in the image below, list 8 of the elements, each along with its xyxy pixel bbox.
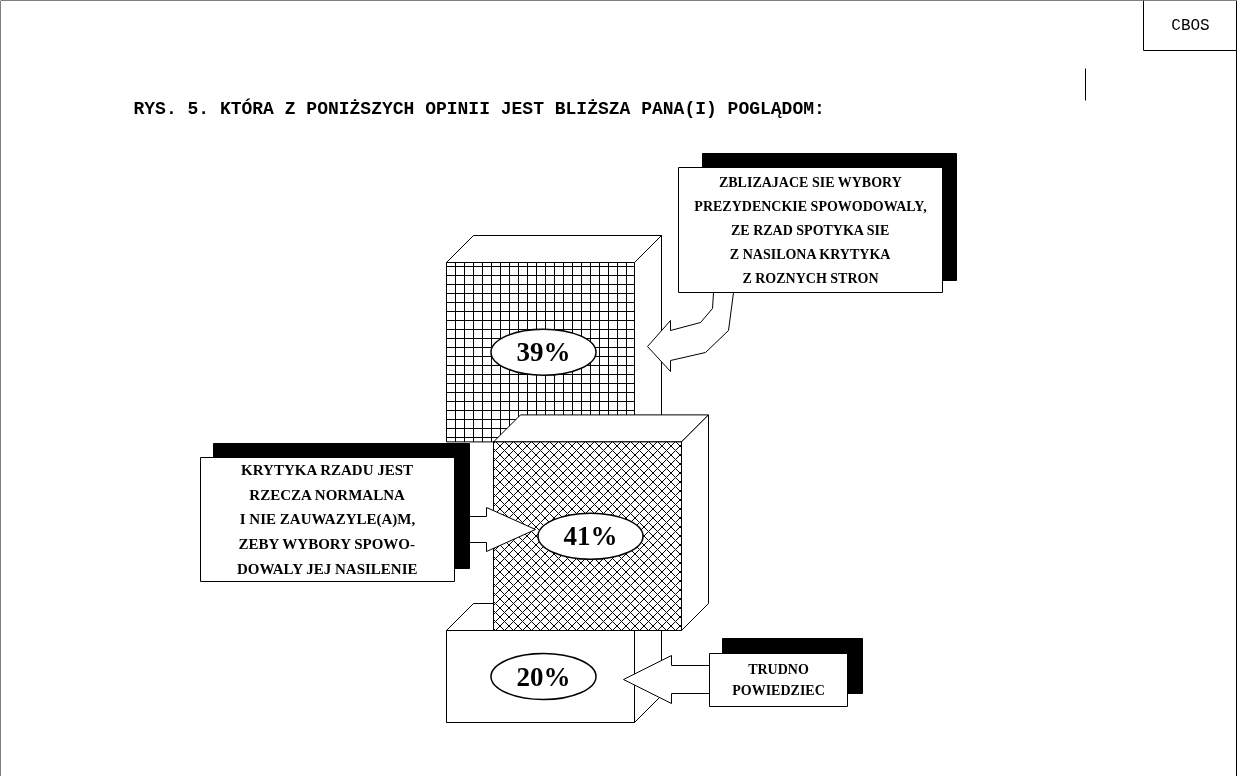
category-label: KRYTYKA RZADU JEST RZECZA NORMALNA I NIE ZAUWAZYLE(A)M, ZEBY WYBORY SPOWO- DOWALY JEJ NASILENIE bbox=[236, 461, 418, 578]
data-label: 39% bbox=[516, 337, 571, 368]
category-label: TRUDNO POWIEDZIEC bbox=[732, 661, 825, 699]
text: RYS. 5. KTÓRA Z PONIŻSZYCH OPINII JEST BLIŻSZA PANA(I) POGLĄDOM: bbox=[133, 97, 825, 119]
text: CBOS bbox=[1171, 16, 1210, 35]
data-label: 41% bbox=[563, 521, 618, 552]
data-label: 20% bbox=[516, 661, 571, 692]
category-label: ZBLIZAJACE SIE WYBORY PREZYDENCKIE SPOWODOWALY, ZE RZAD SPOTYKA SIE Z NASILONA KRYTYKA Z ROZNYCH STRON bbox=[694, 174, 927, 286]
